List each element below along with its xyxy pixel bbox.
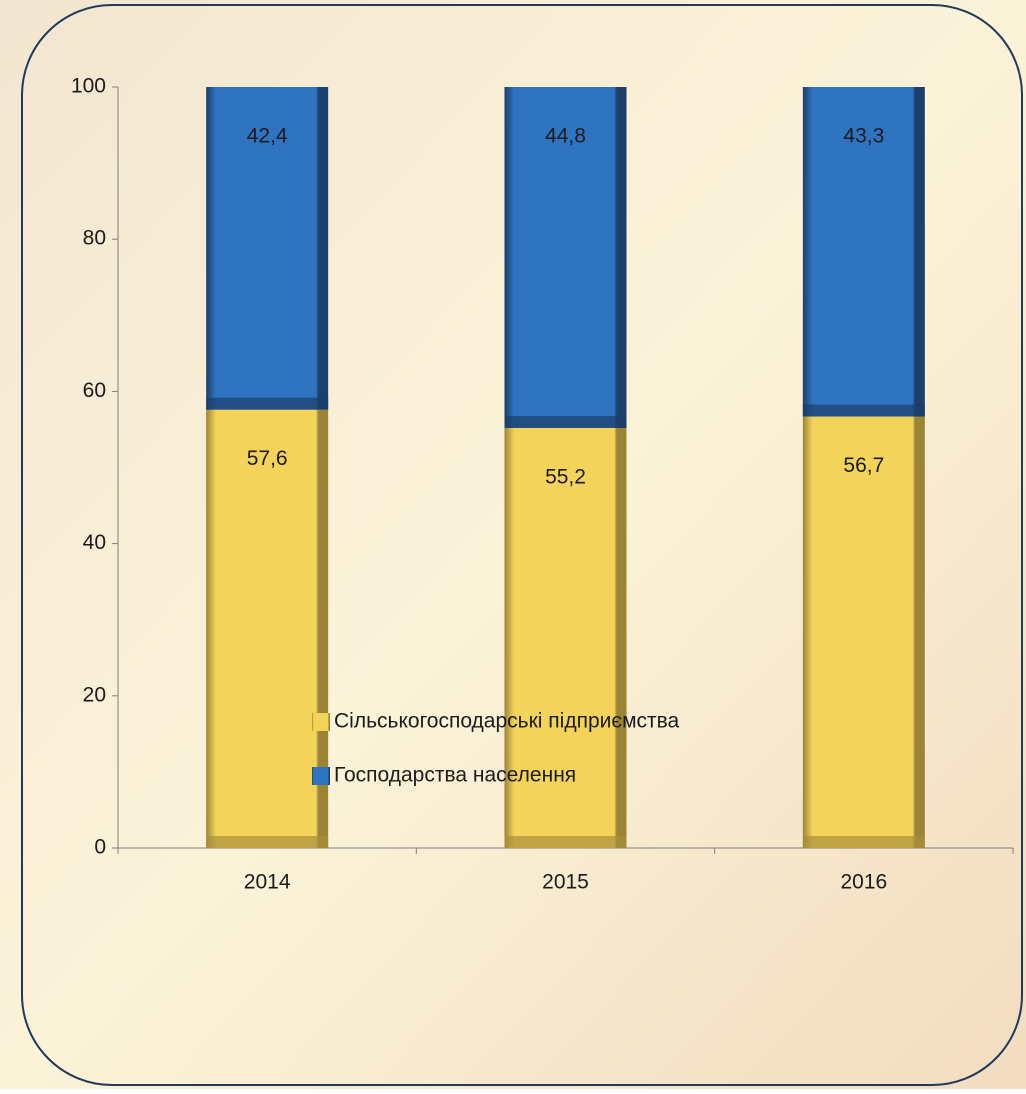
bar-segment (504, 427, 627, 848)
value-label: 55,2 (545, 465, 586, 488)
bar-segment (504, 87, 627, 428)
x-tick-label: 2016 (840, 871, 887, 894)
y-tick-label: 40 (83, 531, 106, 554)
y-tick-label: 0 (94, 836, 106, 859)
legend-label: Сільськогосподарські підприємства (334, 710, 680, 733)
bar-bevel (206, 397, 329, 410)
x-tick-label: 2014 (244, 871, 291, 894)
bar-segment (206, 409, 329, 848)
value-label: 42,4 (247, 125, 288, 148)
value-label: 56,7 (843, 454, 884, 477)
x-tick-label: 2015 (542, 871, 589, 894)
bar-segment (802, 416, 925, 848)
bar-bevel (206, 836, 329, 848)
y-tick-label: 80 (83, 227, 106, 250)
bar-segment (206, 87, 329, 410)
bar-bevel (504, 836, 627, 848)
bar-bevel (802, 404, 925, 417)
legend-swatch (312, 767, 330, 785)
bar-bevel (504, 415, 627, 428)
bar-segment (802, 87, 925, 417)
value-label: 57,6 (247, 447, 288, 470)
bar-bevel (802, 836, 925, 848)
frame (21, 4, 1023, 1086)
y-tick-label: 20 (83, 683, 106, 706)
value-label: 43,3 (843, 125, 884, 148)
value-label: 44,8 (545, 125, 586, 148)
legend-swatch (312, 713, 330, 731)
y-tick-label: 60 (83, 379, 106, 402)
legend-label: Господарства населення (334, 764, 576, 787)
y-tick-label: 100 (71, 75, 106, 98)
